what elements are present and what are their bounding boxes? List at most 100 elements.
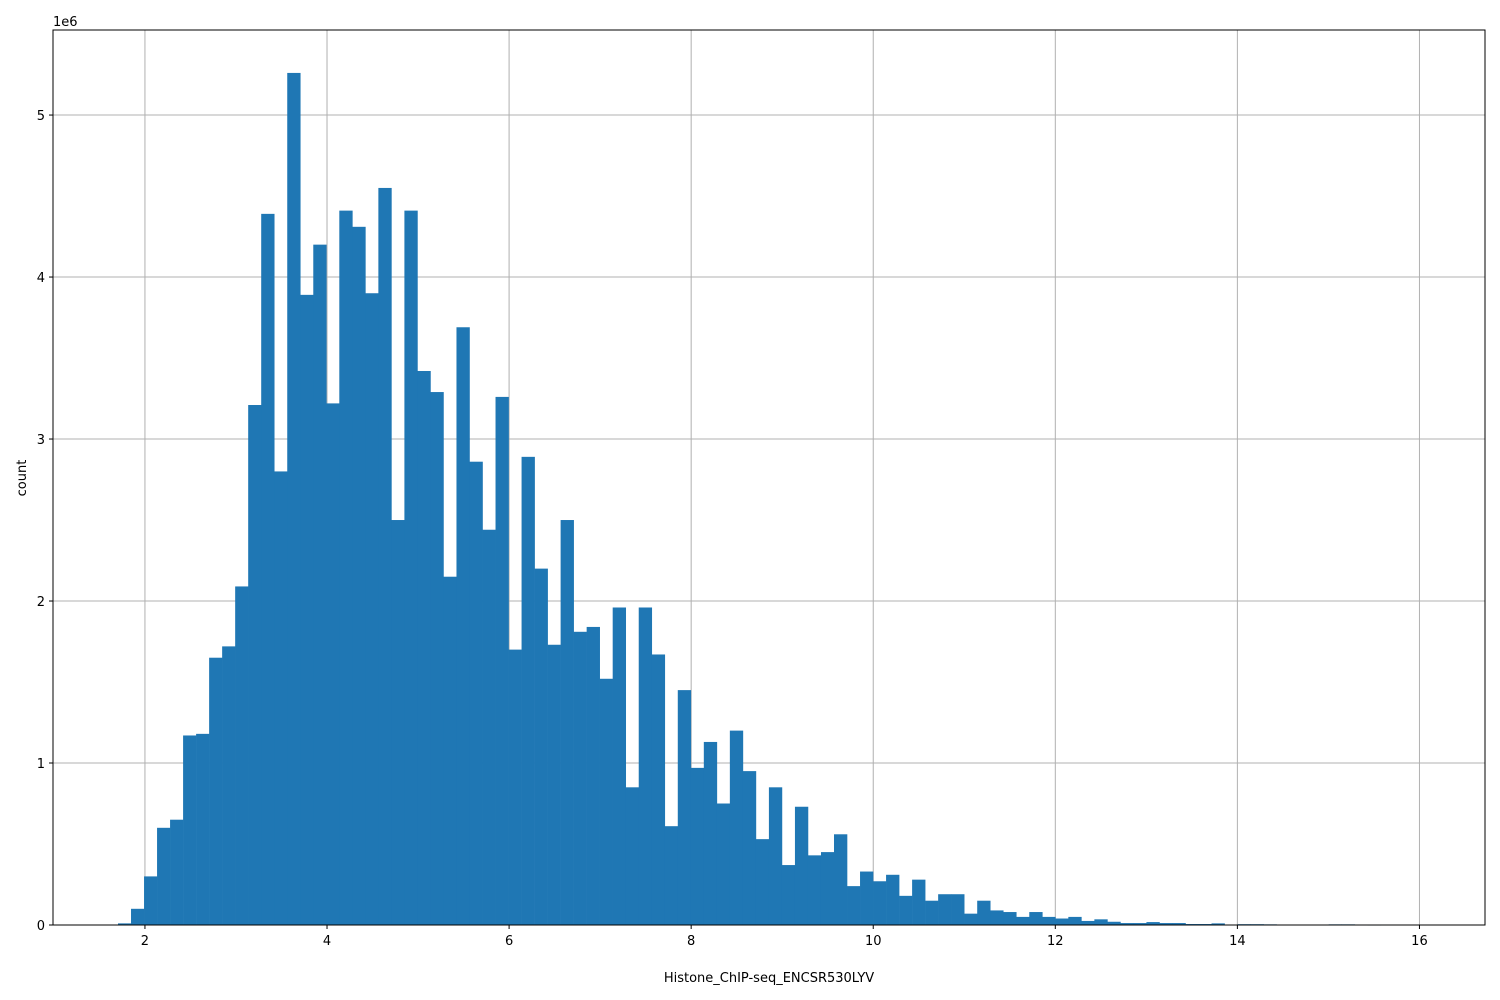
histogram-bar bbox=[508, 649, 522, 925]
histogram-bar bbox=[482, 529, 496, 925]
x-axis: 2 4 6 8 10 12 14 16 bbox=[141, 925, 1428, 949]
histogram-bar bbox=[1172, 923, 1186, 925]
histogram-bar bbox=[157, 827, 171, 925]
histogram-bar bbox=[1094, 919, 1108, 925]
histogram-bar bbox=[274, 471, 288, 925]
y-offset-label: 1e6 bbox=[53, 15, 78, 30]
y-tick-label: 3 bbox=[37, 433, 45, 448]
histogram-bar bbox=[573, 631, 587, 925]
histogram-bar bbox=[847, 886, 861, 925]
histogram-bar bbox=[235, 586, 249, 925]
x-tick-label: 4 bbox=[323, 934, 331, 949]
histogram-bar bbox=[1120, 923, 1134, 925]
x-tick-label: 16 bbox=[1411, 934, 1428, 949]
histogram-bar bbox=[951, 894, 965, 925]
histogram-bar bbox=[1133, 923, 1147, 925]
histogram-bar bbox=[1016, 916, 1030, 925]
histogram-bar bbox=[755, 839, 770, 925]
histogram-bar bbox=[886, 874, 900, 925]
histogram-bar bbox=[638, 607, 653, 925]
histogram-bars bbox=[117, 72, 1382, 926]
histogram-bar bbox=[912, 879, 926, 925]
histogram-bar bbox=[365, 293, 379, 925]
histogram-bar bbox=[547, 644, 561, 925]
histogram-bar bbox=[495, 396, 509, 925]
histogram-bar bbox=[820, 852, 835, 925]
histogram-bar bbox=[339, 210, 353, 926]
histogram-bar bbox=[209, 657, 223, 925]
histogram-bar bbox=[977, 900, 991, 925]
histogram-bar bbox=[1029, 912, 1043, 925]
histogram-bar bbox=[117, 923, 132, 925]
histogram-bar bbox=[1068, 916, 1082, 925]
histogram-bar bbox=[807, 855, 822, 925]
histogram-bar bbox=[964, 913, 978, 925]
y-tick-label: 5 bbox=[37, 109, 45, 124]
histogram-bar bbox=[625, 787, 640, 925]
histogram-bar bbox=[599, 678, 613, 925]
histogram-bar bbox=[1003, 912, 1017, 925]
histogram-bar bbox=[1146, 922, 1160, 925]
histogram-bar bbox=[1055, 918, 1069, 925]
histogram-bar bbox=[716, 803, 731, 925]
histogram-bar bbox=[651, 654, 666, 925]
x-tick-label: 2 bbox=[141, 934, 149, 949]
histogram-bar bbox=[1042, 916, 1056, 925]
histogram-bar bbox=[703, 741, 718, 925]
histogram-bar bbox=[664, 826, 679, 925]
y-tick-label: 2 bbox=[37, 595, 45, 610]
histogram-bar bbox=[469, 461, 483, 925]
x-tick-label: 12 bbox=[1047, 934, 1064, 949]
histogram-bar bbox=[222, 646, 236, 925]
y-axis: 0 1 2 3 4 5 bbox=[37, 109, 53, 934]
histogram-bar bbox=[1107, 921, 1121, 925]
histogram-bar bbox=[860, 871, 874, 925]
histogram-bar bbox=[1081, 920, 1095, 925]
histogram-bar bbox=[742, 771, 757, 925]
histogram-bar bbox=[534, 568, 548, 925]
histogram-bar bbox=[1211, 923, 1225, 925]
histogram-bar bbox=[794, 806, 809, 925]
y-tick-label: 1 bbox=[37, 757, 45, 772]
histogram-bar bbox=[833, 834, 848, 925]
histogram-bar bbox=[873, 881, 887, 925]
histogram-bar bbox=[443, 576, 457, 925]
histogram-bar bbox=[170, 819, 184, 925]
histogram-bar bbox=[925, 900, 939, 925]
histogram-bar bbox=[899, 895, 913, 925]
histogram-bar bbox=[521, 456, 535, 925]
y-axis-label: count bbox=[15, 460, 30, 497]
histogram-bar bbox=[313, 244, 327, 926]
x-tick-label: 14 bbox=[1229, 934, 1246, 949]
histogram-bar bbox=[690, 767, 705, 925]
histogram-bar bbox=[248, 405, 262, 926]
histogram-bar bbox=[378, 187, 392, 926]
histogram-bar bbox=[326, 403, 340, 925]
histogram-bar bbox=[456, 327, 470, 925]
x-axis-label: Histone_ChIP-seq_ENCSR530LYV bbox=[664, 971, 874, 986]
x-tick-label: 10 bbox=[865, 934, 882, 949]
histogram-bar bbox=[612, 607, 627, 925]
histogram-bar bbox=[729, 730, 744, 925]
histogram-bar bbox=[131, 908, 145, 925]
histogram-bar bbox=[391, 520, 405, 925]
histogram-bar bbox=[586, 626, 600, 925]
histogram-bar bbox=[938, 894, 952, 925]
histogram-bar bbox=[781, 865, 796, 925]
histogram-bar bbox=[1159, 923, 1173, 925]
histogram-bar bbox=[677, 690, 692, 925]
histogram-bar bbox=[183, 735, 197, 925]
x-tick-label: 8 bbox=[687, 934, 695, 949]
histogram-bar bbox=[196, 733, 210, 925]
y-tick-label: 0 bbox=[37, 919, 45, 934]
histogram-bar bbox=[404, 210, 418, 926]
y-tick-label: 4 bbox=[37, 271, 45, 286]
histogram-bar bbox=[352, 226, 366, 926]
plot-frame bbox=[52, 29, 1486, 926]
histogram-bar bbox=[287, 72, 301, 925]
histogram-bar bbox=[990, 910, 1004, 925]
histogram-bar bbox=[144, 876, 158, 925]
histogram-bar bbox=[261, 213, 275, 925]
x-tick-label: 6 bbox=[505, 934, 513, 949]
histogram-bar bbox=[430, 392, 444, 925]
